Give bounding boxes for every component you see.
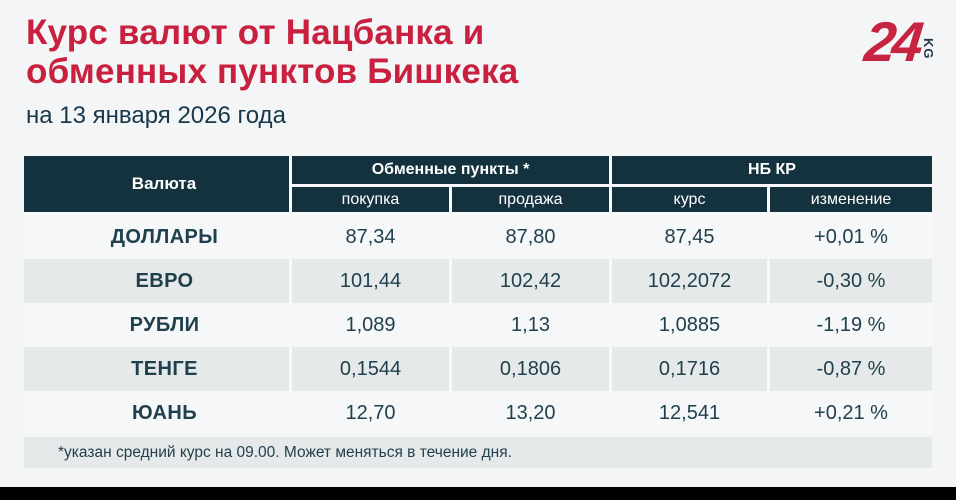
cell-change: +0,01 % [770,215,932,259]
column-header-sell: продажа [452,187,612,215]
cell-currency: ЕВРО [24,259,292,303]
column-header-currency: Валюта [24,156,292,215]
logo-24kg: 24 KG [861,10,936,73]
cell-rate: 87,45 [612,215,770,259]
column-group-national-bank: НБ КР [612,156,932,187]
cell-sell: 13,20 [452,391,612,435]
footnote: *указан средний курс на 09.00. Может мен… [24,437,932,468]
table-row-rubles: РУБЛИ 1,089 1,13 1,0885 -1,19 % [24,303,932,347]
cell-currency: ДОЛЛАРЫ [24,215,292,259]
cell-sell: 102,42 [452,259,612,303]
cell-buy: 87,34 [292,215,452,259]
bottom-bar [0,487,956,500]
cell-sell: 0,1806 [452,347,612,391]
cell-rate: 0,1716 [612,347,770,391]
cell-buy: 101,44 [292,259,452,303]
logo-country-code: KG [921,38,936,60]
cell-buy: 12,70 [292,391,452,435]
cell-rate: 12,541 [612,391,770,435]
logo-number: 24 [861,10,923,73]
page-title-line-2: обменных пунктов Бишкека [26,52,519,91]
cell-currency: РУБЛИ [24,303,292,347]
cell-sell: 1,13 [452,303,612,347]
cell-currency: ТЕНГЕ [24,347,292,391]
column-header-change: изменение [770,187,932,215]
page-title-line-1: Курс валют от Нацбанка и [26,13,485,52]
column-group-exchange-offices: Обменные пункты * [292,156,612,187]
cell-change: -1,19 % [770,303,932,347]
date-subtitle: на 13 января 2026 года [26,102,286,129]
column-header-buy: покупка [292,187,452,215]
cell-rate: 102,2072 [612,259,770,303]
column-header-rate: курс [612,187,770,215]
page-title: Курс валют от Нацбанка и обменных пункто… [26,13,518,91]
table-row-dollars: ДОЛЛАРЫ 87,34 87,80 87,45 +0,01 % [24,215,932,259]
cell-rate: 1,0885 [612,303,770,347]
table-group-header-row: Валюта Обменные пункты * НБ КР [24,156,932,215]
cell-buy: 1,089 [292,303,452,347]
table-subheader-row: покупка продажа курс изменение [24,187,932,215]
table-row-tenge: ТЕНГЕ 0,1544 0,1806 0,1716 -0,87 % [24,347,932,391]
table-row-euro: ЕВРО 101,44 102,42 102,2072 -0,30 % [24,259,932,303]
currency-rates-table: Валюта Обменные пункты * НБ КР покупка п… [24,156,932,435]
cell-change: -0,30 % [770,259,932,303]
cell-buy: 0,1544 [292,347,452,391]
cell-change: +0,21 % [770,391,932,435]
cell-sell: 87,80 [452,215,612,259]
cell-currency: ЮАНЬ [24,391,292,435]
table-row-yuan: ЮАНЬ 12,70 13,20 12,541 +0,21 % [24,391,932,435]
cell-change: -0,87 % [770,347,932,391]
